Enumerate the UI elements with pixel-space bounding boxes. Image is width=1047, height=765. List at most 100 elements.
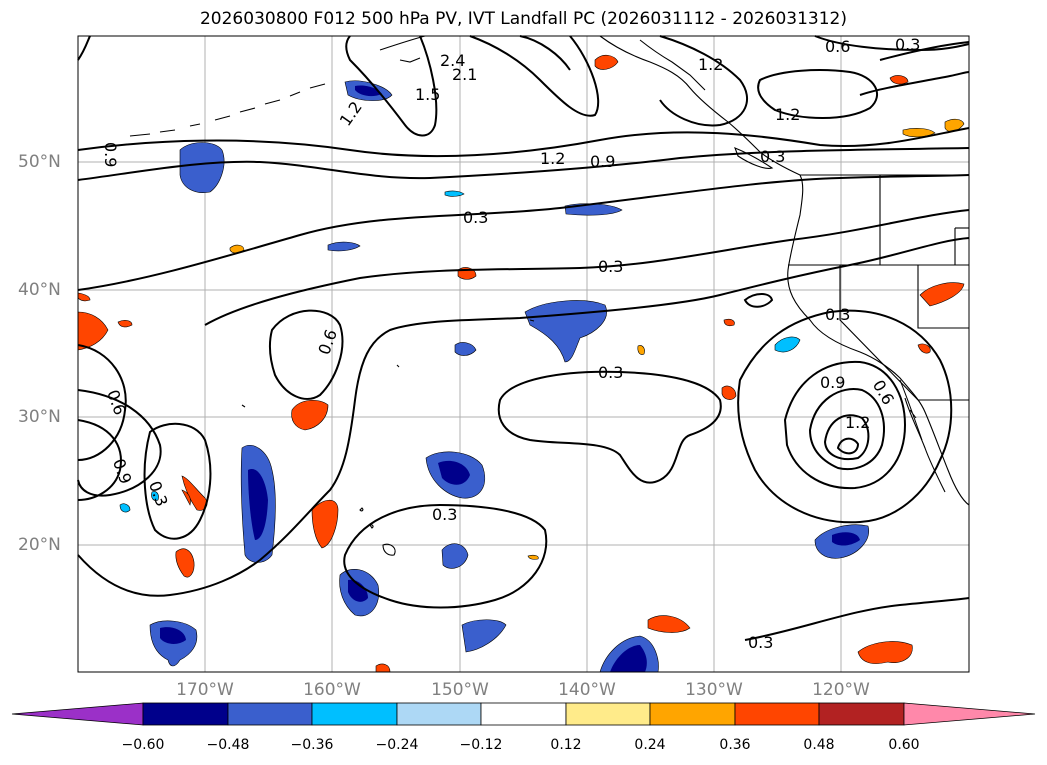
colorbar-tick: 0.60 [888, 737, 920, 753]
contour-label: 0.3 [760, 147, 785, 166]
colorbar-cell [903, 702, 1036, 726]
pv-neg-patch [327, 241, 361, 252]
pv-pos-patch [229, 244, 245, 254]
lon-label: 120°W [812, 680, 870, 700]
colorbar-cell [734, 702, 820, 726]
pv-pos-patch [723, 318, 735, 327]
pv-neg-patch [444, 190, 465, 197]
pv-pos-patch [647, 615, 691, 633]
pv-neg-patch [119, 503, 131, 513]
contour-line [497, 370, 722, 484]
contour-line [808, 388, 885, 470]
colorbar [11, 702, 1036, 726]
colorbar-cell [227, 702, 313, 726]
lon-label: 160°W [303, 680, 361, 700]
contour-label: 0.3 [598, 257, 623, 276]
contour-label: 0.6 [825, 37, 850, 56]
contour-line [743, 293, 774, 308]
map-title: 2026030800 F012 500 hPa PV, IVT Landfall… [199, 9, 847, 29]
pv-pos-patch [857, 641, 913, 664]
contour-line [77, 127, 970, 158]
colorbar-cell [565, 702, 651, 726]
colorbar-cell [818, 702, 905, 726]
contour-label: 0.3 [463, 208, 488, 227]
state-border [917, 265, 969, 329]
contour-line [737, 309, 953, 524]
pv-pos-patch [919, 282, 965, 307]
colorbar-tick: −0.36 [290, 737, 334, 753]
lon-label: 130°W [685, 680, 743, 700]
contour-line [823, 414, 870, 461]
pv-neg-patch [454, 342, 477, 356]
pv-pos-patch [77, 311, 109, 351]
contour-line [143, 422, 212, 540]
pv-contours [77, 35, 970, 641]
colorbar-cell [311, 702, 398, 726]
contour-line [77, 419, 122, 501]
contour-line [859, 71, 970, 96]
pv-pos-patch [291, 400, 329, 431]
pv-pos-patch [175, 548, 195, 578]
contour-label: 0.9 [101, 142, 120, 167]
pv-neg-patch [179, 142, 225, 193]
contour-line [757, 69, 879, 119]
pv-pos-patch [721, 385, 737, 400]
lon-label: 150°W [431, 680, 489, 700]
contour-line [836, 437, 860, 455]
contour-label: 0.3 [432, 505, 457, 524]
colorbar-tick: −0.12 [459, 737, 503, 753]
contour-label: 1.5 [415, 85, 440, 104]
pv-pos-patch [181, 489, 191, 506]
contour-label: 1.2 [775, 105, 800, 124]
baja-coast [904, 397, 946, 493]
map-frame [77, 35, 970, 673]
baja-peninsula [899, 379, 923, 441]
lat-label: 20°N [18, 535, 61, 555]
contour-line [783, 360, 907, 490]
island [382, 543, 396, 556]
contour-label: 0.3 [825, 305, 850, 324]
pv-pos-patch [311, 499, 339, 549]
contour-line [345, 35, 438, 137]
contour-label: 2.4 [440, 51, 465, 70]
pv-pos-patch [944, 118, 965, 132]
contour-line [744, 597, 970, 641]
colorbar-tick: 0.48 [803, 737, 835, 753]
pv-neg-patch [461, 619, 507, 653]
lon-label: 170°W [176, 680, 234, 700]
contour-label: 2.1 [452, 65, 477, 84]
map-area [78, 36, 969, 672]
pv-pos-patch [77, 292, 91, 302]
pv-pos-patch [902, 128, 936, 138]
contour-label: 1.2 [698, 55, 723, 74]
colorbar-cell [142, 702, 229, 726]
pv-pos-patch [527, 554, 539, 560]
pv-pos-patch [917, 343, 931, 354]
contour-line [268, 309, 344, 400]
colorbar-tick: −0.60 [121, 737, 165, 753]
colorbar-tick: 0.36 [719, 737, 751, 753]
contour-label: 1.2 [845, 413, 870, 432]
colorbar-tick: −0.48 [206, 737, 250, 753]
contour-line [77, 344, 127, 461]
lat-label: 50°N [18, 152, 61, 172]
island [396, 364, 400, 368]
colorbar-cell [480, 702, 567, 726]
lat-label: 30°N [18, 407, 61, 427]
pv-neg-patch [151, 491, 159, 501]
island [529, 319, 535, 322]
state-border [839, 265, 919, 401]
island [241, 404, 246, 408]
aleutian-chain [129, 83, 326, 137]
pv-neg-patch [441, 543, 469, 569]
colorbar-cell [11, 702, 144, 726]
contour-label: 0.9 [820, 373, 845, 392]
colorbar-cell [396, 702, 482, 726]
colorbar-cell [649, 702, 736, 726]
contour-line [77, 147, 970, 181]
pv-neg-patch [774, 336, 801, 353]
island [359, 507, 364, 512]
contour-line [77, 35, 91, 61]
contour-label: 0.3 [598, 363, 623, 382]
